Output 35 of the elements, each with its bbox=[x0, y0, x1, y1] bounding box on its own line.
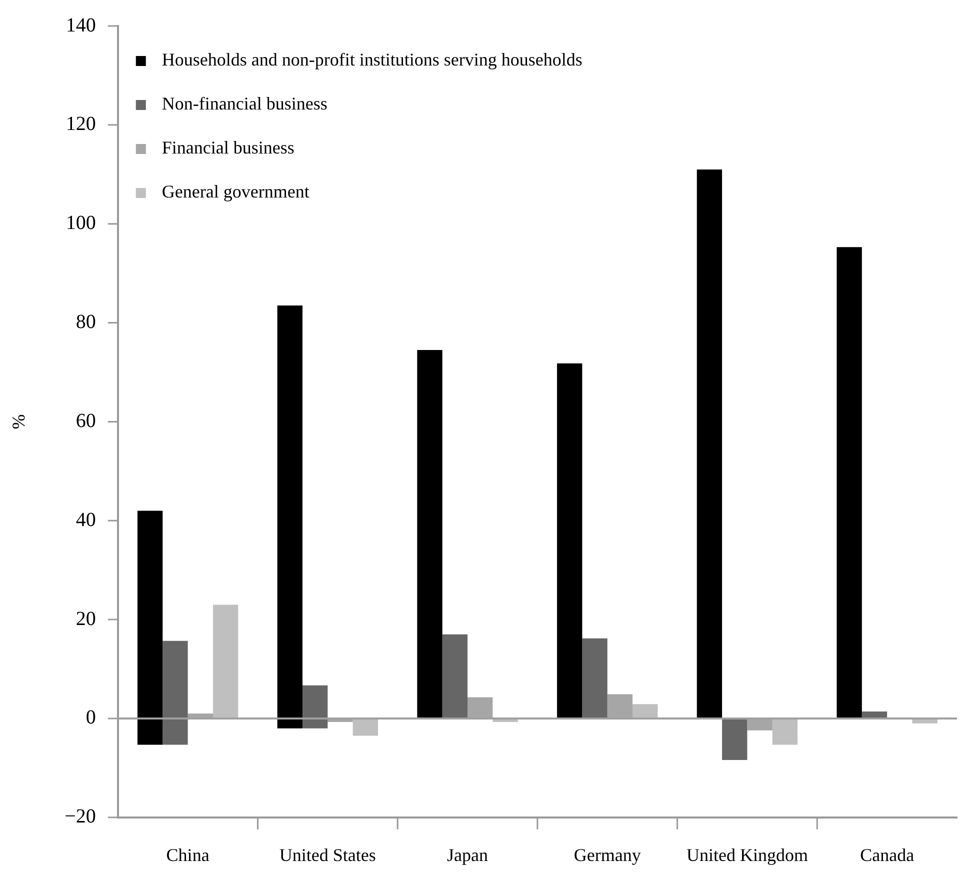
y-tick-label: 120 bbox=[66, 113, 96, 136]
y-tick-label: 20 bbox=[76, 608, 96, 630]
y-tick-label: 100 bbox=[66, 212, 96, 234]
x-tick-label: United Kingdom bbox=[686, 844, 808, 865]
bar bbox=[836, 247, 862, 718]
x-tick-label: United States bbox=[279, 844, 376, 865]
x-tick-label: China bbox=[166, 844, 210, 865]
y-tick-label: −20 bbox=[64, 806, 96, 828]
bar bbox=[352, 718, 378, 736]
bar bbox=[417, 350, 442, 718]
bar bbox=[772, 718, 798, 745]
bar bbox=[696, 169, 722, 718]
bar bbox=[582, 638, 608, 718]
y-tick-label: 40 bbox=[76, 508, 96, 531]
legend-label: General government bbox=[162, 182, 310, 202]
bar bbox=[557, 363, 582, 718]
bar bbox=[212, 604, 238, 718]
y-tick-label: 80 bbox=[76, 311, 96, 334]
y-axis-title: % bbox=[8, 414, 29, 430]
bar bbox=[442, 634, 468, 718]
bar bbox=[722, 718, 748, 760]
bar bbox=[277, 305, 302, 728]
x-tick-label: Canada bbox=[860, 844, 914, 865]
legend-label: Financial business bbox=[162, 138, 294, 158]
bar bbox=[302, 685, 328, 728]
legend-label: Non-financial business bbox=[162, 94, 328, 114]
x-tick-label: Germany bbox=[574, 844, 641, 865]
bar bbox=[162, 640, 188, 745]
bar bbox=[632, 704, 658, 718]
y-tick-label: 140 bbox=[66, 14, 96, 36]
bar bbox=[137, 510, 163, 745]
y-tick-label: 60 bbox=[76, 410, 96, 432]
legend-label: Households and non-profit institutions serving households bbox=[162, 50, 582, 70]
y-tick-label: 0 bbox=[86, 706, 96, 729]
x-tick-label: Japan bbox=[447, 844, 488, 865]
